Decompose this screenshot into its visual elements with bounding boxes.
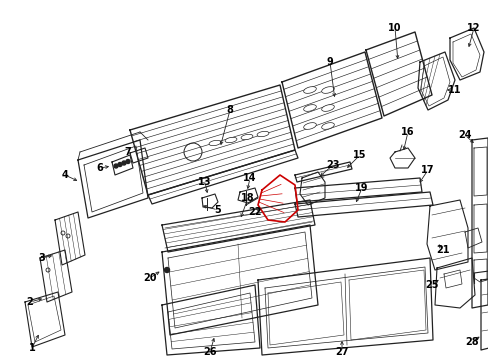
Text: 5: 5 — [214, 205, 221, 215]
Circle shape — [118, 162, 122, 166]
Circle shape — [126, 159, 130, 163]
Ellipse shape — [224, 137, 237, 143]
Text: 20: 20 — [143, 273, 157, 283]
Text: 27: 27 — [335, 347, 348, 357]
Circle shape — [164, 267, 169, 273]
Text: 11: 11 — [447, 85, 461, 95]
Text: 15: 15 — [352, 150, 366, 160]
Text: 8: 8 — [226, 105, 233, 115]
Text: 3: 3 — [39, 253, 45, 263]
Text: 26: 26 — [203, 347, 216, 357]
Text: 1: 1 — [29, 343, 35, 353]
Text: 25: 25 — [425, 280, 438, 290]
Ellipse shape — [321, 105, 334, 111]
Ellipse shape — [257, 131, 268, 137]
Circle shape — [122, 161, 126, 165]
Text: 18: 18 — [241, 193, 254, 203]
Ellipse shape — [241, 134, 252, 140]
Circle shape — [114, 164, 118, 168]
Ellipse shape — [321, 123, 334, 129]
Ellipse shape — [303, 87, 316, 93]
Text: 6: 6 — [97, 163, 103, 173]
Ellipse shape — [321, 87, 334, 93]
Text: 22: 22 — [248, 207, 261, 217]
Text: 13: 13 — [198, 177, 211, 187]
Ellipse shape — [209, 140, 221, 146]
Text: 19: 19 — [354, 183, 368, 193]
Text: 17: 17 — [420, 165, 434, 175]
Text: 10: 10 — [387, 23, 401, 33]
Text: 16: 16 — [401, 127, 414, 137]
Text: 21: 21 — [435, 245, 449, 255]
Text: 24: 24 — [457, 130, 471, 140]
Text: 7: 7 — [124, 147, 131, 157]
Ellipse shape — [303, 105, 316, 111]
Text: 23: 23 — [325, 160, 339, 170]
Text: 14: 14 — [243, 173, 256, 183]
Text: 28: 28 — [464, 337, 478, 347]
Text: 12: 12 — [467, 23, 480, 33]
Text: 4: 4 — [61, 170, 68, 180]
Ellipse shape — [303, 123, 316, 129]
Text: 2: 2 — [26, 297, 33, 307]
Text: 9: 9 — [326, 57, 333, 67]
